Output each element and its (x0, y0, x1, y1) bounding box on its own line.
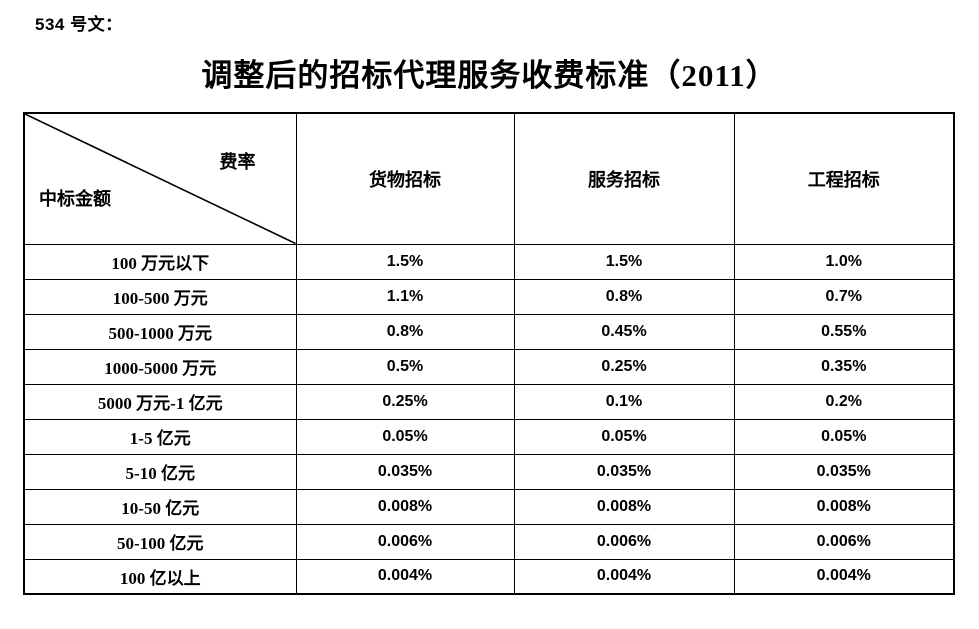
fee-value: 0.035% (295, 453, 515, 490)
fee-value: 0.7% (733, 278, 955, 315)
corner-amount-label: 中标金额 (39, 188, 111, 209)
table-row: 100 万元以下 1.5% 1.5% 1.0% (23, 243, 955, 280)
fee-value: 0.2% (733, 383, 955, 420)
table-row: 100-500 万元 1.1% 0.8% 0.7% (23, 278, 955, 315)
fee-value: 0.8% (513, 278, 735, 315)
table-row: 100 亿以上 0.004% 0.004% 0.004% (23, 558, 955, 595)
fee-value: 0.004% (295, 558, 515, 595)
doc-number: 534 号文： (35, 15, 123, 34)
diagonal-divider (25, 114, 296, 244)
table-row: 5-10 亿元 0.035% 0.035% 0.035% (23, 453, 955, 490)
table-row: 10-50 亿元 0.008% 0.008% 0.008% (23, 488, 955, 525)
fee-value: 0.006% (295, 523, 515, 560)
fee-value: 0.006% (733, 523, 955, 560)
fee-value: 0.004% (733, 558, 955, 595)
corner-cell: 费率 中标金额 (23, 112, 297, 245)
row-label: 50-100 亿元 (23, 523, 297, 560)
fee-value: 1.5% (295, 243, 515, 280)
column-header-engineering: 工程招标 (733, 112, 955, 245)
row-label: 100 亿以上 (23, 558, 297, 595)
page-title: 调整后的招标代理服务收费标准（2011） (201, 58, 778, 93)
fee-value: 0.05% (513, 418, 735, 455)
table-row: 500-1000 万元 0.8% 0.45% 0.55% (23, 313, 955, 350)
row-label: 100 万元以下 (23, 243, 297, 280)
table-row: 1-5 亿元 0.05% 0.05% 0.05% (23, 418, 955, 455)
fee-value: 1.1% (295, 278, 515, 315)
table-row: 50-100 亿元 0.006% 0.006% 0.006% (23, 523, 955, 560)
fee-value: 0.004% (513, 558, 735, 595)
fee-value: 0.1% (513, 383, 735, 420)
fee-value: 0.35% (733, 348, 955, 385)
table-row: 1000-5000 万元 0.5% 0.25% 0.35% (23, 348, 955, 385)
row-label: 1000-5000 万元 (23, 348, 297, 385)
corner-rate-label: 费率 (219, 152, 256, 172)
fee-value: 0.035% (513, 453, 735, 490)
fee-value: 0.035% (733, 453, 955, 490)
fee-value: 0.05% (295, 418, 515, 455)
column-header-services: 服务招标 (513, 112, 735, 245)
row-label: 10-50 亿元 (23, 488, 297, 525)
row-label: 500-1000 万元 (23, 313, 297, 350)
fee-value: 0.05% (733, 418, 955, 455)
fee-value: 0.8% (295, 313, 515, 350)
fee-value: 0.5% (295, 348, 515, 385)
row-label: 5-10 亿元 (23, 453, 297, 490)
row-label: 1-5 亿元 (23, 418, 297, 455)
fee-table: 费率 中标金额 货物招标 服务招标 工程招标 100 万元以下 1.5% 1.5… (23, 112, 955, 595)
fee-value: 0.008% (733, 488, 955, 525)
row-label: 5000 万元-1 亿元 (23, 383, 297, 420)
fee-value: 1.5% (513, 243, 735, 280)
fee-value: 0.008% (513, 488, 735, 525)
table-row: 5000 万元-1 亿元 0.25% 0.1% 0.2% (23, 383, 955, 420)
fee-value: 0.55% (733, 313, 955, 350)
header-row: 费率 中标金额 货物招标 服务招标 工程招标 (23, 112, 955, 245)
fee-value: 0.008% (295, 488, 515, 525)
fee-value: 1.0% (733, 243, 955, 280)
fee-value: 0.006% (513, 523, 735, 560)
fee-value: 0.45% (513, 313, 735, 350)
fee-value: 0.25% (295, 383, 515, 420)
column-header-goods: 货物招标 (295, 112, 515, 245)
row-label: 100-500 万元 (23, 278, 297, 315)
fee-value: 0.25% (513, 348, 735, 385)
